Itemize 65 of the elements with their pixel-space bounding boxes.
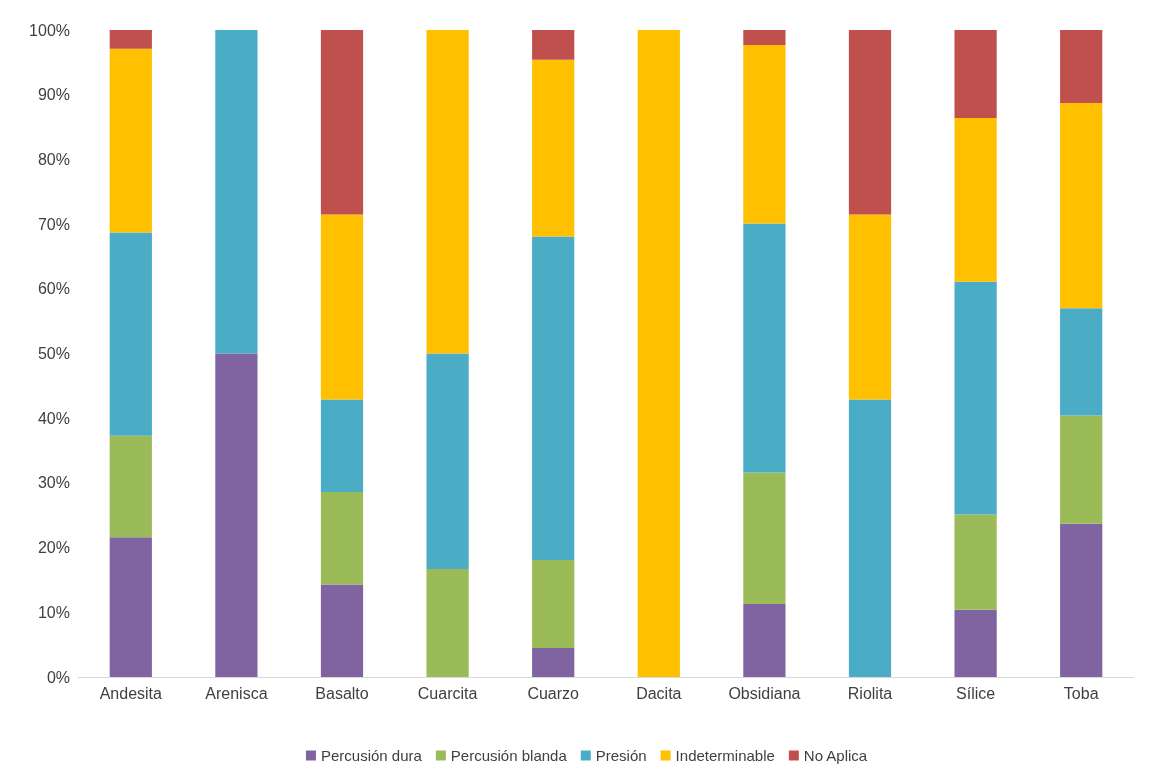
x-tick-label: Cuarzo: [527, 684, 580, 702]
y-tick-label: 0%: [46, 668, 70, 686]
bar: [743, 472, 786, 604]
bar: [109, 232, 152, 436]
bar: [1060, 30, 1103, 104]
y-tick-label: 10%: [37, 603, 70, 621]
bar: [1060, 103, 1103, 309]
bar: [848, 214, 892, 400]
x-tick-label: Andesita: [99, 684, 163, 702]
bar: [109, 537, 152, 677]
bar: [637, 30, 680, 677]
legend-label: Percusión blanda: [450, 747, 568, 764]
legend-label: Presión: [595, 747, 647, 764]
bar: [215, 30, 258, 354]
bar: [1060, 415, 1103, 524]
x-tick-label: Arenisca: [205, 684, 268, 702]
bar: [954, 117, 997, 282]
bar: [848, 399, 892, 677]
x-tick-label: Basalto: [315, 684, 369, 702]
bar: [320, 584, 364, 677]
bar: [954, 609, 997, 677]
x-tick-label: Cuarcita: [417, 684, 478, 702]
bar: [320, 399, 364, 492]
bar: [532, 30, 575, 60]
bar: [532, 647, 575, 677]
bar: [954, 514, 997, 610]
y-tick-label: 50%: [37, 345, 70, 362]
bar: [743, 223, 786, 473]
bar: [426, 568, 469, 677]
bar: [1060, 523, 1103, 677]
y-tick-label: 70%: [37, 215, 70, 233]
y-tick-label: 40%: [37, 409, 70, 427]
bar: [109, 48, 152, 233]
x-tick-label: Sílice: [956, 684, 996, 702]
y-tick-label: 100%: [29, 21, 70, 39]
bar: [848, 30, 892, 215]
bar: [320, 491, 364, 585]
y-tick-label: 60%: [37, 280, 70, 298]
legend-label: No Aplica: [803, 747, 868, 764]
x-tick-label: Toba: [1063, 684, 1099, 702]
bar: [320, 214, 364, 400]
y-tick-label: 30%: [37, 474, 70, 492]
bar: [426, 353, 469, 569]
bar: [743, 30, 786, 45]
bar: [532, 236, 575, 560]
y-tick-label: 90%: [37, 86, 70, 104]
legend-label: Percusión dura: [320, 747, 423, 764]
y-tick-label: 80%: [37, 150, 70, 168]
x-tick-label: Riolita: [847, 684, 893, 702]
bar: [1060, 308, 1103, 416]
legend-label: Indeterminable: [675, 747, 775, 764]
bar: [954, 30, 997, 118]
bar: [426, 30, 469, 354]
bar: [109, 435, 152, 538]
bar: [743, 603, 786, 677]
bar: [532, 559, 575, 648]
bar: [215, 353, 258, 677]
x-tick-label: Obsidiana: [728, 684, 801, 702]
bar: [532, 59, 575, 237]
y-tick-label: 20%: [37, 539, 70, 557]
bar: [320, 30, 364, 215]
x-tick-label: Dacita: [636, 684, 682, 702]
bar: [743, 44, 786, 224]
bar: [109, 30, 152, 49]
bar: [954, 281, 997, 515]
